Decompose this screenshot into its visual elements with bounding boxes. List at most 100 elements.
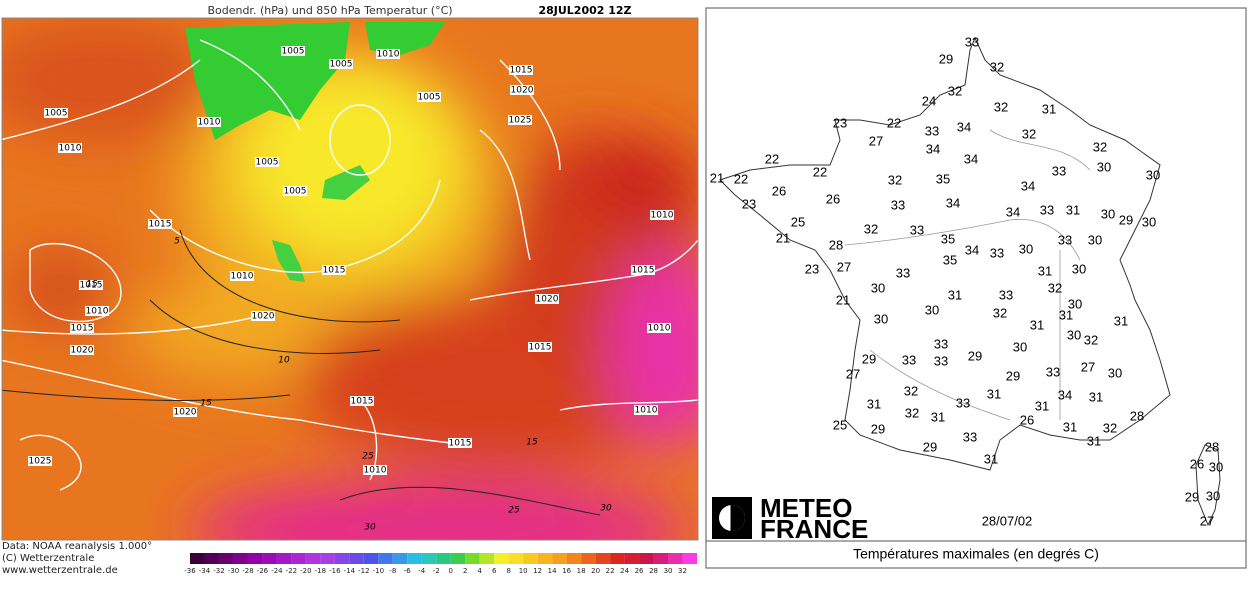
station-temperature: 32 <box>905 405 919 420</box>
station-temperature: 31 <box>987 386 1001 401</box>
colorbar-label: -30 <box>228 567 239 575</box>
station-temperature: 31 <box>1042 101 1056 116</box>
isobar-label-bg <box>350 396 374 406</box>
station-temperature: 29 <box>923 439 937 454</box>
colorbar-label: -22 <box>286 567 297 575</box>
station-temperature: 31 <box>1066 202 1080 217</box>
station-temperature: 27 <box>837 259 851 274</box>
colorbar-label: 0 <box>449 567 453 575</box>
left-datetime: 28JUL2002 12Z <box>538 4 631 17</box>
colorbar-label: -14 <box>344 567 356 575</box>
isobar-label: 1010 <box>635 406 658 416</box>
colorbar-cell <box>218 553 234 564</box>
colorbar-cell <box>262 553 277 564</box>
station-temperature: 33 <box>999 287 1013 302</box>
station-temperature: 21 <box>710 170 724 185</box>
colorbar-label: -16 <box>329 567 341 575</box>
station-temperature: 31 <box>1059 307 1073 322</box>
isobar-label: 1015 <box>351 397 374 407</box>
station-temperature: 23 <box>742 196 756 211</box>
isobar-label: 1010 <box>364 466 387 476</box>
station-temperature: 30 <box>1108 365 1122 380</box>
meteo-france-logo: METEO FRANCE <box>712 493 868 544</box>
isobar-label-bg <box>230 271 254 281</box>
isobar-label: 1010 <box>59 144 82 154</box>
isobar-label-bg <box>363 465 387 475</box>
isotherm-label: 10 <box>278 356 290 366</box>
colorbar-cell <box>537 553 553 564</box>
isotherm-label: 30 <box>600 504 612 514</box>
station-temperature: 30 <box>1068 296 1082 311</box>
station-temperature: 33 <box>990 245 1004 260</box>
credit-copyright: (C) Wetterzentrale <box>2 553 94 564</box>
station-temperature: 29 <box>939 51 953 66</box>
station-temperature: 31 <box>867 396 881 411</box>
station-temperature: 29 <box>1119 212 1133 227</box>
station-temperature: 30 <box>1146 167 1160 182</box>
isobar-label: 1010 <box>198 118 221 128</box>
station-temperature: 27 <box>1081 359 1095 374</box>
station-temperature: 28 <box>829 237 843 252</box>
isobar-label-bg <box>634 405 658 415</box>
station-temperature: 31 <box>1087 433 1101 448</box>
colorbar-label: 16 <box>562 567 571 575</box>
isobar-label: 1020 <box>174 408 197 418</box>
station-temperature: 28 <box>1130 408 1144 423</box>
colorbar-label: -12 <box>358 567 369 575</box>
isobar-label: 1010 <box>648 324 671 334</box>
credit-data: Data: NOAA reanalysis 1.000° <box>2 541 152 552</box>
colorbar-label: -10 <box>373 567 384 575</box>
station-temperature: 29 <box>1185 489 1199 504</box>
isotherm-label: 30 <box>364 523 376 533</box>
isobar-label: 1010 <box>377 50 400 60</box>
isobar-label-bg <box>647 323 671 333</box>
france-outline <box>719 36 1171 471</box>
station-temperature: 33 <box>896 265 910 280</box>
station-temperature: 33 <box>934 336 948 351</box>
colorbar-label: 18 <box>577 567 586 575</box>
station-temperature: 32 <box>994 99 1008 114</box>
colorbar-cell <box>566 553 582 564</box>
field-blobs <box>2 20 698 540</box>
colorbar-label: 12 <box>533 567 542 575</box>
isobar-label-bg <box>510 85 534 95</box>
station-temperature: 33 <box>910 222 924 237</box>
isobar-label-bg <box>322 265 346 275</box>
station-temperature: 30 <box>874 311 888 326</box>
colorbar-cell <box>450 553 466 564</box>
isobar-label: 1015 <box>149 220 172 230</box>
colorbar-cell <box>378 553 393 564</box>
station-temperature: 23 <box>805 261 819 276</box>
station-temperature: 32 <box>993 305 1007 320</box>
colorbar-label: -32 <box>213 567 224 575</box>
left-title: Bodendr. (hPa) und 850 hPa Temperatur (°… <box>207 4 452 17</box>
colorbar-cell <box>233 553 248 564</box>
isobar-label-bg <box>28 456 52 466</box>
station-temperature: 21 <box>776 230 790 245</box>
station-temperature: 26 <box>1190 456 1204 471</box>
station-temperature: 29 <box>862 351 876 366</box>
colorbar-cell <box>610 553 625 564</box>
colorbar-cell <box>508 553 524 564</box>
station-temperature: 27 <box>1200 513 1214 528</box>
station-temperature: 33 <box>963 429 977 444</box>
station-temperature: 30 <box>1013 339 1027 354</box>
isobar-label-bg <box>173 407 197 417</box>
isobar-label: 1015 <box>632 266 655 276</box>
temperature-field <box>2 18 698 540</box>
colorbar-label: -18 <box>315 567 326 575</box>
station-temperature: 29 <box>968 348 982 363</box>
isobar-label: 1005 <box>284 187 307 197</box>
isotherm-label: 25 <box>362 452 374 462</box>
isobar-label-bg <box>79 280 103 290</box>
station-temperature: 22 <box>887 115 901 130</box>
colorbar-label: 20 <box>591 567 600 575</box>
colorbar-label: 2 <box>463 567 467 575</box>
station-temperature: 28 <box>1205 439 1219 454</box>
colorbar-cell <box>639 553 654 564</box>
colorbar-label: 24 <box>620 567 629 575</box>
station-temperature: 34 <box>964 151 978 166</box>
isobar-label-bg <box>148 219 172 229</box>
colorbar-cell <box>523 553 538 564</box>
station-temperature: 31 <box>948 287 962 302</box>
